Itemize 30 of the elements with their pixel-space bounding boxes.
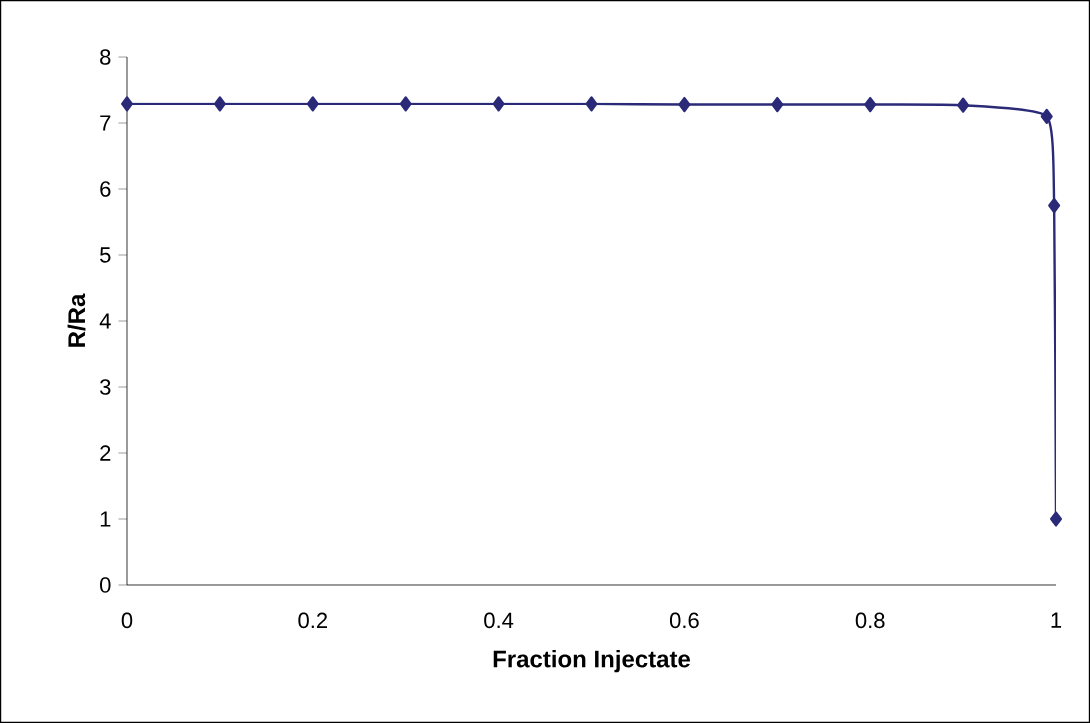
point — [957, 97, 970, 113]
y-tick-label: 4 — [99, 313, 111, 329]
x-tick-label: 0 — [121, 612, 133, 629]
y-tick-label: 5 — [100, 247, 111, 263]
y-tick-label: 7 — [100, 115, 111, 131]
point — [492, 96, 505, 112]
y-tick-label: 2 — [100, 445, 111, 461]
x-tick-label: 0.8 — [855, 612, 885, 629]
y-tick-label: 8 — [100, 49, 111, 65]
point — [678, 96, 691, 113]
point — [121, 96, 133, 112]
point — [1048, 197, 1061, 214]
point — [306, 96, 319, 112]
x-tick-label: 0.6 — [669, 612, 699, 629]
x-tick-label: 1 — [1051, 612, 1062, 628]
point — [1040, 108, 1053, 125]
x-axis-title: Fraction Injectate — [493, 649, 691, 673]
x-tick-label: 0.2 — [298, 612, 327, 629]
x-tick-label: 0.4 — [484, 612, 514, 629]
y-tick-label: 1 — [100, 511, 111, 527]
point — [771, 96, 784, 113]
point — [864, 96, 877, 113]
y-tick-label: 3 — [100, 379, 111, 395]
point — [213, 96, 226, 112]
point — [399, 96, 412, 112]
y-tick-label: 6 — [100, 181, 111, 197]
point — [1050, 511, 1063, 527]
point — [585, 96, 598, 112]
y-tick-label: 0 — [100, 577, 111, 593]
y-axis-title: R/Ra — [67, 293, 86, 347]
